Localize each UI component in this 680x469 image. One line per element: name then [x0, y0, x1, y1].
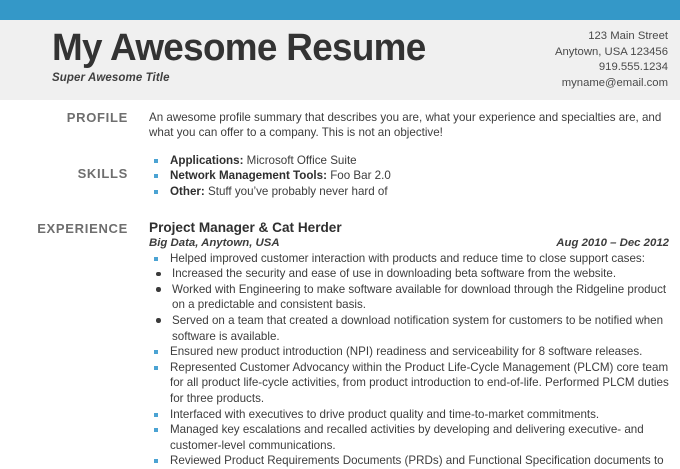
- list-item: Ensured new product introduction (NPI) r…: [149, 344, 669, 360]
- section-label-experience: EXPERIENCE: [37, 220, 128, 236]
- resume-header: My Awesome Resume Super Awesome Title 12…: [0, 20, 680, 100]
- skill-value: Microsoft Office Suite: [243, 153, 357, 167]
- experience-bullet-list: Helped improved customer interaction wit…: [149, 251, 669, 267]
- list-item: Helped improved customer interaction wit…: [149, 251, 669, 267]
- list-item: Reviewed Product Requirements Documents …: [149, 453, 669, 469]
- contact-city: Anytown, USA 123456: [554, 45, 668, 58]
- resume-body: PROFILE An awesome profile summary that …: [0, 100, 680, 469]
- experience-sub-bullet-list: Increased the security and ease of use i…: [149, 266, 669, 344]
- name-block: My Awesome Resume Super Awesome Title: [52, 26, 437, 84]
- list-item: Managed key escalations and recalled act…: [149, 422, 669, 453]
- page-title: My Awesome Resume: [52, 27, 426, 69]
- section-body-skills: Applications: Microsoft Office Suite Net…: [128, 153, 680, 200]
- top-accent-bar: [0, 0, 680, 20]
- section-experience: EXPERIENCE Project Manager & Cat Herder …: [0, 218, 680, 469]
- list-item: Other: Stuff you’ve probably never hard …: [149, 184, 669, 200]
- job-company: Big Data, Anytown, USA: [149, 236, 280, 249]
- contact-block: 123 Main Street Anytown, USA 123456 919.…: [555, 29, 668, 91]
- job-meta: Big Data, Anytown, USA Aug 2010 – Dec 20…: [149, 237, 669, 249]
- skill-value: Stuff you’ve probably never hard of: [204, 185, 388, 198]
- list-item: Interfaced with executives to drive prod…: [149, 407, 669, 423]
- job-title: Project Manager & Cat Herder: [149, 219, 342, 235]
- skill-category: Applications:: [170, 153, 244, 167]
- list-item: Worked with Engineering to make software…: [149, 282, 669, 313]
- list-item: Network Management Tools: Foo Bar 2.0: [149, 168, 669, 184]
- contact-street: 123 Main Street: [588, 30, 668, 42]
- section-profile: PROFILE An awesome profile summary that …: [0, 110, 680, 141]
- skill-value: Foo Bar 2.0: [326, 169, 391, 183]
- list-item: Applications: Microsoft Office Suite: [149, 153, 669, 169]
- section-body-profile: An awesome profile summary that describe…: [128, 110, 680, 141]
- skills-list: Applications: Microsoft Office Suite Net…: [149, 153, 669, 200]
- section-label-skills: SKILLS: [77, 165, 128, 181]
- list-item: Represented Customer Advocancy within th…: [149, 360, 669, 407]
- section-skills: SKILLS Applications: Microsoft Office Su…: [0, 153, 680, 200]
- skill-category: Network Management Tools:: [170, 169, 327, 183]
- section-label-profile: PROFILE: [66, 110, 128, 125]
- list-item: Increased the security and ease of use i…: [149, 266, 669, 282]
- job-subtitle: Super Awesome Title: [52, 72, 170, 84]
- skill-category: Other:: [170, 185, 205, 198]
- job-dates: Aug 2010 – Dec 2012: [556, 236, 669, 249]
- contact-phone: 919.555.1234: [598, 61, 668, 74]
- contact-email[interactable]: myname@email.com: [561, 76, 668, 89]
- experience-bullet-list-continued: Ensured new product introduction (NPI) r…: [149, 344, 669, 469]
- profile-summary-text: An awesome profile summary that describe…: [149, 111, 662, 140]
- list-item: Served on a team that created a download…: [149, 313, 669, 344]
- section-body-experience: Project Manager & Cat Herder Big Data, A…: [128, 218, 680, 469]
